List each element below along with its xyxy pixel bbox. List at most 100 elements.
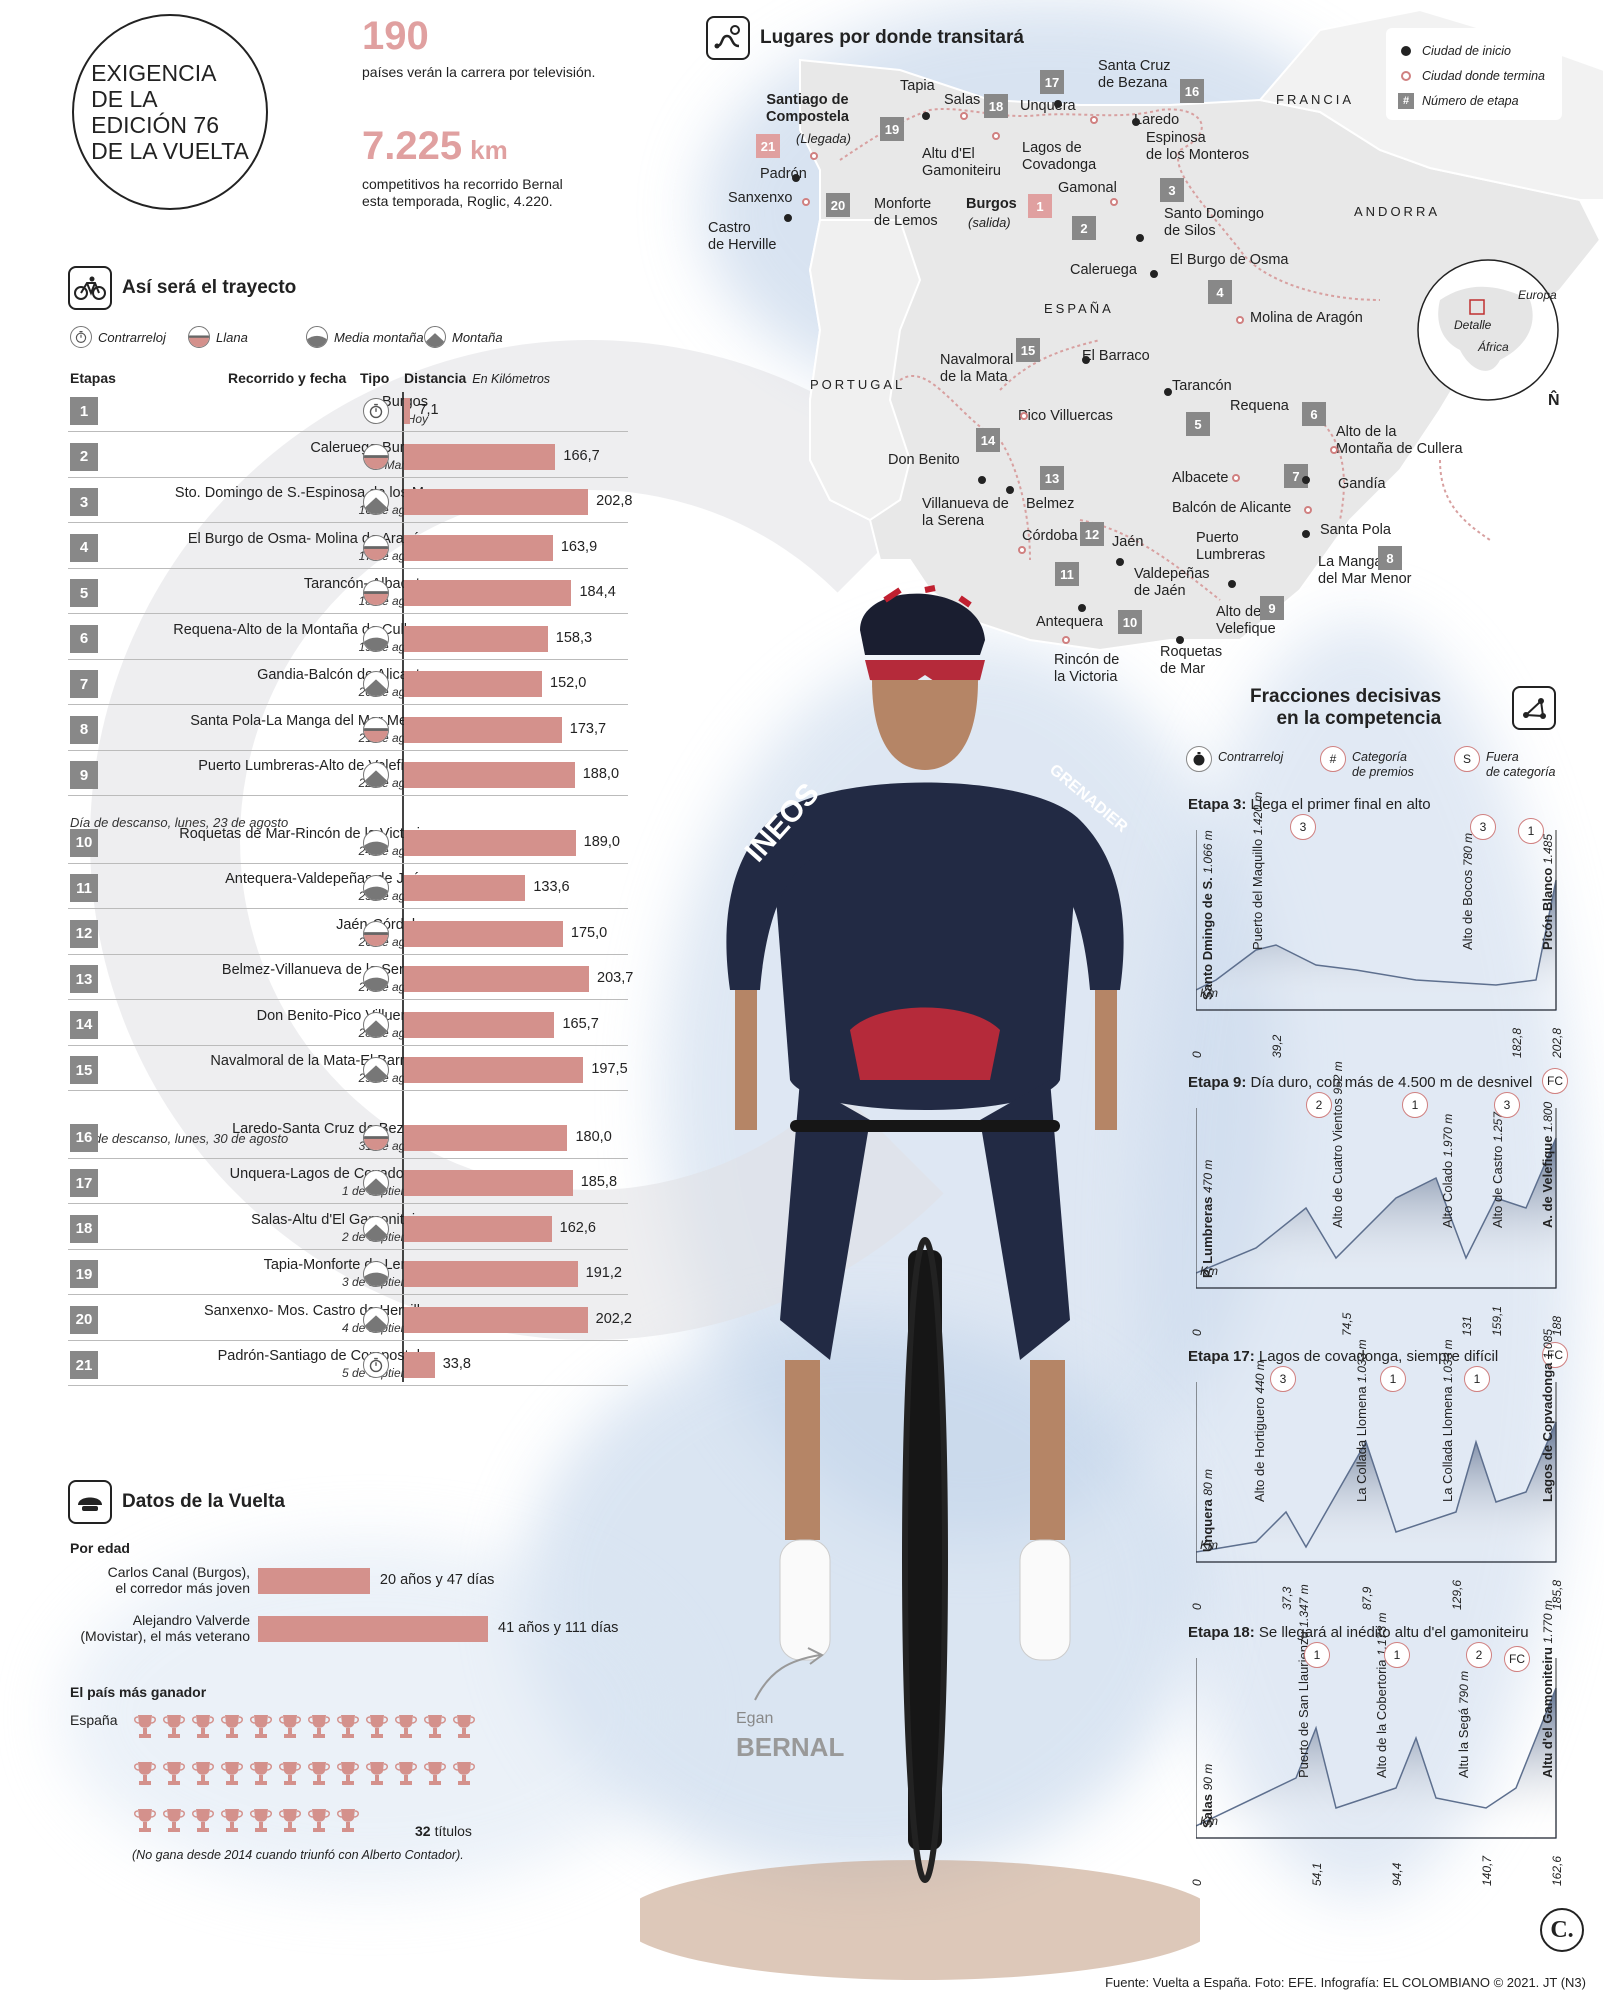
age-bar [258, 1616, 488, 1642]
map-stage-number: 18 [984, 94, 1008, 118]
col-etapas: Etapas [70, 370, 116, 386]
stat-countries-value: 190 [362, 14, 429, 58]
elevation-profile [1196, 1658, 1557, 1839]
map-title: Lugares por donde transitará [760, 27, 1024, 48]
peak-name: Alto de Hortiguero [1252, 1393, 1267, 1502]
stage-bar-value: 7,1 [418, 402, 439, 418]
stage-type-icon [363, 1215, 389, 1242]
stage-bar-value: 175,0 [570, 924, 608, 941]
start-city-dot [1006, 486, 1014, 494]
peak-name: Altu la Segá [1456, 1704, 1471, 1778]
peak-alt: 1.970 m [1441, 1113, 1455, 1158]
map-place-label: Unquera [1020, 98, 1076, 114]
profile-start-alt: 90 m [1201, 1763, 1215, 1791]
type-legend-label: Media montaña [334, 329, 424, 345]
stage-bar-value: 163,9 [560, 538, 598, 555]
trophy-icon [279, 1809, 301, 1832]
stage-bar-value: 202,2 [595, 1310, 632, 1327]
trophy-icon [424, 1715, 446, 1738]
profile-km-tick: 37,3 [1280, 1586, 1294, 1610]
profile-desc: Día duro, con más de 4.500 m de desnivel [1246, 1074, 1533, 1091]
start-city-dot [1228, 580, 1236, 588]
country-label: ANDORRA [1354, 204, 1441, 219]
peak-label: Puerto del Maquillo 1.420 m [1250, 792, 1265, 950]
stage-row: 21 Padrón-Santiago de Compostela 5 de sept… [68, 1346, 628, 1386]
profile-end-alt: 1.085 [1541, 1328, 1555, 1359]
stage-bar-value: 188,0 [582, 766, 620, 782]
end-city-dot [960, 112, 968, 120]
end-city-dot [1020, 412, 1028, 420]
profile-title: Etapa 18: Se llegará al inédito altu d'e… [1188, 1624, 1529, 1641]
map-place-label: Requena [1230, 398, 1289, 414]
stage-bar-value: 185,8 [580, 1174, 618, 1190]
stat-km-unit: km [470, 135, 508, 165]
profile-title: Etapa 9: Día duro, con más de 4.500 m de… [1188, 1074, 1532, 1091]
map-place-label: Padrón [760, 166, 807, 182]
stage-bar [404, 671, 543, 697]
profile-desc: Lagos de covadonga, siempre difícil [1254, 1348, 1499, 1365]
stage-type-icon [363, 1261, 389, 1287]
map-place-label: Roquetas de Mar [1160, 644, 1223, 677]
map-place-label: (Llegada) [796, 131, 851, 146]
peak-category: 1 [1304, 1642, 1330, 1668]
stage-number: 17 [70, 1169, 98, 1197]
stage-date: Hoy [406, 412, 428, 426]
km-label: Km [1200, 1814, 1218, 1828]
profile-km-tick: 39,2 [1270, 1034, 1284, 1058]
map-place-label: Rincón de la Victoria [1054, 652, 1120, 685]
stage-type-icon [363, 625, 389, 652]
country-label: ESPAÑA [1044, 301, 1114, 316]
profile-end-label: A. de Velefique 1.800 [1540, 1102, 1555, 1228]
stage-bar-value: 166,7 [563, 447, 600, 464]
stage-bar-value: 158,3 [555, 629, 593, 646]
stage-route: Requena-Alto de la Montaña de Cullera [173, 621, 428, 638]
type-legend-label: Contrarreloj [98, 329, 166, 345]
stage-bar-value: 33,8 [442, 1356, 471, 1372]
stage-bar [404, 398, 411, 424]
stage-bar [404, 875, 526, 901]
peak-alt: 790 m [1457, 1670, 1471, 1705]
stage-bar [404, 1124, 568, 1151]
map-place-label: Alto de la Montaña de Cullera [1336, 424, 1463, 457]
map-place-label: Tapia [900, 78, 935, 94]
datos-header: Datos de la Vuelta [68, 1480, 285, 1524]
map-place-label: Castro de Herville [708, 220, 777, 253]
age-who: Alejandro Valverde (Movistar), el más ve… [80, 1612, 250, 1644]
map-place-label: Jaén [1112, 534, 1144, 550]
stage-bar-value: 184,4 [579, 584, 616, 600]
stage-bar [404, 443, 556, 470]
end-city-icon [1401, 71, 1411, 81]
stage-route: El Burgo de Osma- Molina de Aragón [187, 530, 428, 547]
peak-alt: 952 m [1331, 1061, 1345, 1095]
stage-row: 9 Puerto Lumbreras-Alto de Velefique 22 de… [68, 756, 628, 796]
map-stage-number: 12 [1080, 522, 1104, 546]
profile-start-alt: 80 m [1201, 1468, 1215, 1496]
stage-bar [404, 762, 575, 788]
stage-type-icon [363, 580, 389, 606]
titulos-label: títulos [434, 1823, 472, 1839]
stage-route: Sanxenxo- Mos. Castro de Herville [203, 1302, 428, 1319]
fracciones-legend-label: Contrarreloj [1218, 750, 1284, 764]
stage-bar-value: 165,7 [562, 1015, 599, 1032]
type-legend-label: Montaña [452, 329, 503, 345]
peak-name: La Collada Llomena [1440, 1382, 1455, 1502]
north-icon: N̂ [1548, 392, 1560, 409]
map-stage-number: 15 [1016, 338, 1040, 362]
type-legend-icon [188, 326, 210, 348]
profile-end-label: Lagos de Copvadonga 1.085 [1540, 1329, 1555, 1502]
fuera-categoria-badge: FC [1542, 1342, 1568, 1368]
stage-type-icon [363, 1306, 389, 1333]
start-city-icon [1401, 46, 1411, 56]
elevation-profile [1196, 830, 1557, 1011]
age-value: 41 años y 111 días [498, 1620, 619, 1636]
pais-name: España [70, 1712, 118, 1728]
stage-type-icon [363, 671, 389, 697]
type-legend-icon [424, 326, 446, 348]
profile-start-alt: 470 m [1201, 1159, 1215, 1193]
map-place-label: Molina de Aragón [1250, 310, 1363, 326]
peak-alt: 1.033 m [1355, 1339, 1369, 1383]
stage-route: Padrón-Santiago de Compostela [217, 1348, 428, 1364]
trayecto-title: Así será el trayecto [122, 277, 297, 298]
peak-name: Alto de Castro [1490, 1142, 1505, 1228]
trophy-icon [221, 1715, 243, 1738]
